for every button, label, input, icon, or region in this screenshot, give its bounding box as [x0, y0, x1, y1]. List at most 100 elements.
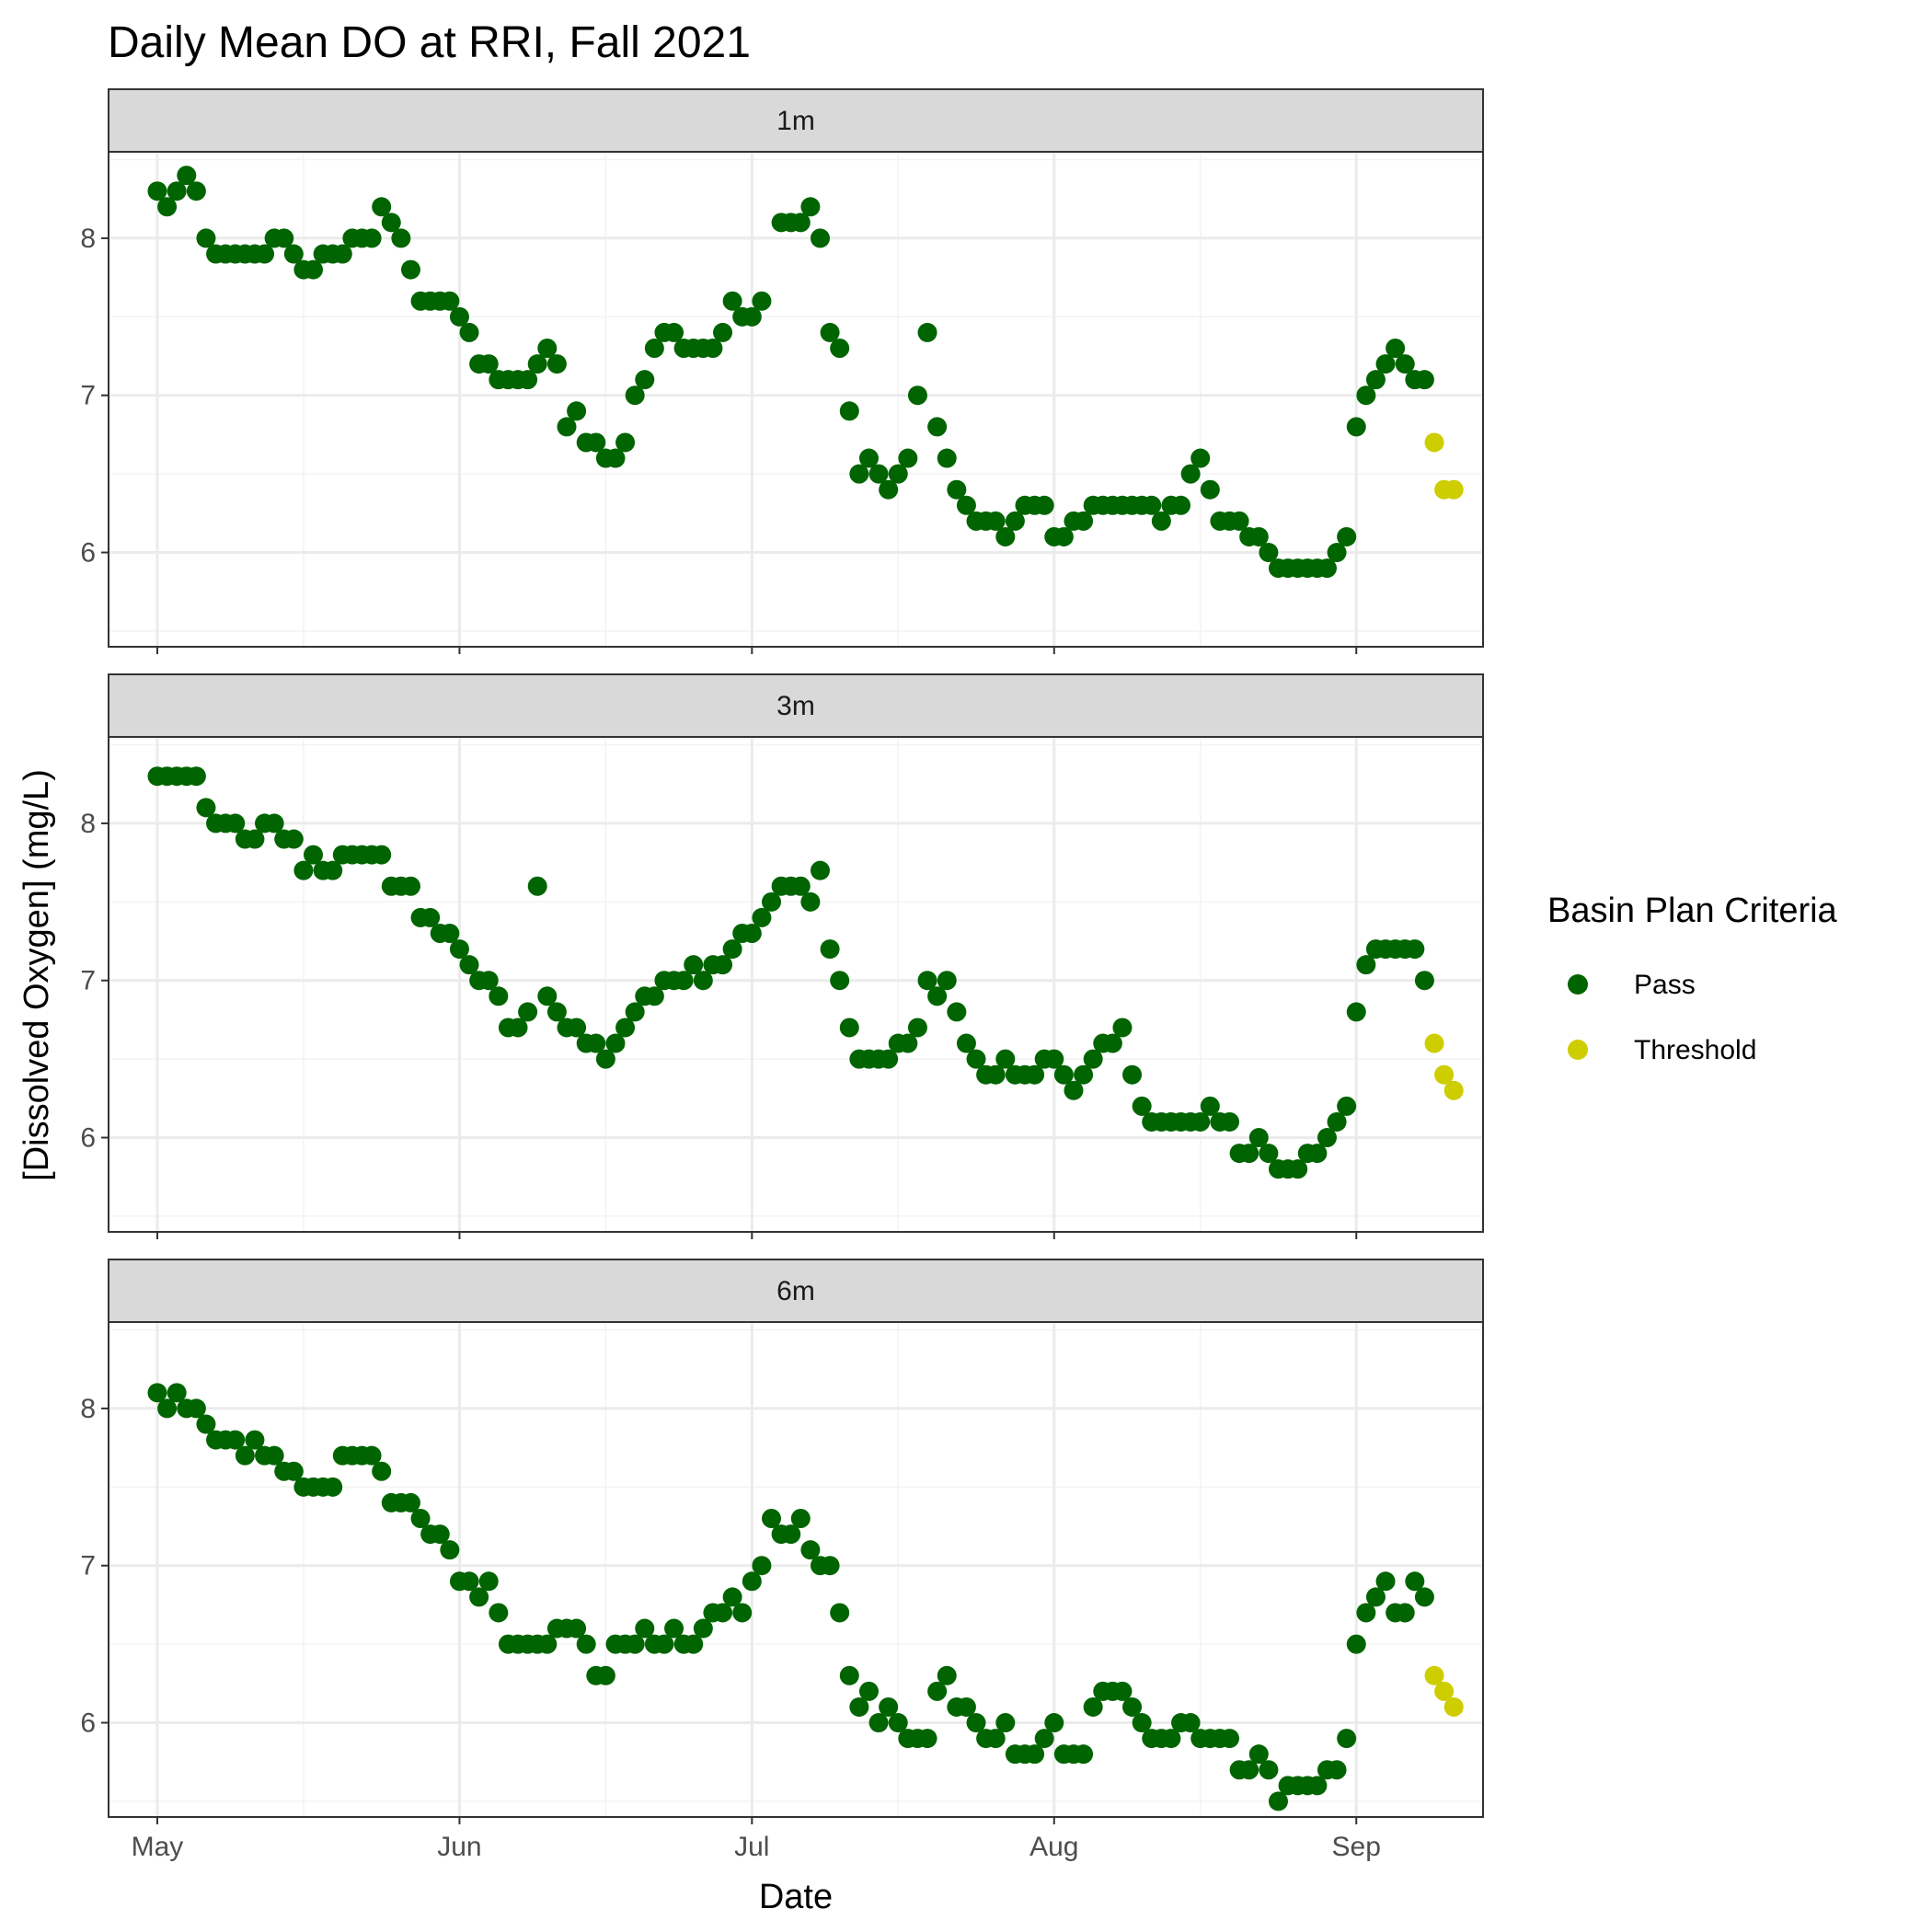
data-point-pass	[323, 860, 343, 880]
data-point-pass	[839, 1665, 859, 1685]
data-point-pass	[839, 1018, 859, 1038]
data-point-pass	[478, 354, 499, 374]
data-point-pass	[225, 813, 246, 834]
data-point-pass	[420, 907, 441, 927]
panel-border	[108, 1321, 1484, 1818]
data-point-pass	[917, 322, 937, 342]
data-point-pass	[635, 1618, 655, 1639]
data-point-pass	[907, 1018, 927, 1038]
data-point-pass	[907, 385, 927, 406]
data-point-pass	[625, 385, 645, 406]
data-point-pass	[1239, 1144, 1259, 1164]
data-point-pass	[762, 1508, 782, 1528]
data-point-pass	[1034, 1729, 1054, 1749]
data-point-pass	[245, 1430, 265, 1450]
data-point-pass	[800, 197, 821, 217]
data-point-pass	[557, 417, 577, 437]
data-point-pass	[1053, 1064, 1074, 1085]
data-point-pass	[1025, 1744, 1045, 1765]
data-point-pass	[225, 1430, 246, 1450]
facet-strip	[108, 1259, 1484, 1323]
y-tick-label: 7	[80, 1551, 96, 1581]
data-point-pass	[459, 955, 479, 975]
data-points	[147, 166, 1464, 579]
data-point-pass	[196, 1414, 216, 1434]
legend: Basin Plan Criteria Pass Threshold	[1547, 891, 1838, 1065]
data-point-pass	[518, 1002, 538, 1022]
data-point-pass	[1053, 526, 1074, 546]
data-point-pass	[1414, 370, 1434, 390]
data-point-pass	[917, 971, 937, 991]
data-point-pass	[1248, 1128, 1269, 1148]
data-point-pass	[167, 1383, 187, 1403]
data-point-pass	[625, 1002, 645, 1022]
data-point-pass	[1268, 1791, 1288, 1811]
data-point-pass	[1395, 354, 1415, 374]
data-point-threshold	[1434, 1681, 1455, 1701]
data-point-pass	[937, 448, 957, 468]
data-point-pass	[283, 829, 304, 849]
data-point-pass	[762, 891, 782, 912]
data-point-pass	[684, 1634, 704, 1654]
data-point-pass	[440, 923, 460, 943]
data-point-pass	[693, 971, 713, 991]
data-point-pass	[1307, 1776, 1328, 1796]
data-point-pass	[1405, 939, 1425, 960]
data-point-pass	[1327, 1111, 1347, 1132]
data-point-pass	[283, 244, 304, 264]
data-point-pass	[956, 1696, 976, 1717]
y-tick-label: 7	[80, 381, 96, 411]
data-point-pass	[489, 986, 509, 1006]
data-point-pass	[235, 1445, 255, 1466]
data-point-pass	[1190, 448, 1211, 468]
data-point-pass	[245, 829, 265, 849]
plot-background	[109, 1322, 1483, 1817]
data-point-threshold	[1424, 1033, 1444, 1053]
data-point-pass	[595, 1665, 615, 1685]
data-point-pass	[654, 1634, 674, 1654]
data-point-pass	[264, 813, 284, 834]
data-point-pass	[742, 1571, 762, 1592]
data-point-pass	[440, 1540, 460, 1560]
data-point-pass	[956, 1033, 976, 1053]
data-point-pass	[868, 1713, 889, 1733]
data-point-pass	[186, 1398, 206, 1419]
data-point-pass	[995, 1049, 1016, 1069]
data-point-pass	[947, 1002, 967, 1022]
data-point-pass	[752, 907, 772, 927]
data-point-pass	[449, 306, 469, 327]
data-point-pass	[888, 1713, 908, 1733]
data-point-threshold	[1443, 1696, 1464, 1717]
data-point-pass	[1317, 1128, 1337, 1148]
data-point-pass	[283, 1461, 304, 1481]
data-point-pass	[1317, 558, 1337, 579]
data-point-pass	[1083, 1696, 1103, 1717]
data-point-pass	[879, 1696, 899, 1717]
data-point-pass	[1229, 511, 1249, 531]
facet-panels: 1m 6 7 8 3m 6 7 8 6m 6 7 8	[80, 88, 1484, 1824]
data-point-pass	[323, 1477, 343, 1497]
data-point-pass	[947, 479, 967, 500]
data-point-pass	[576, 1634, 596, 1654]
data-point-pass	[635, 370, 655, 390]
legend-key-pass	[1568, 974, 1588, 995]
data-point-pass	[742, 923, 762, 943]
x-tick-label: May	[132, 1832, 184, 1862]
x-tick-label: Jul	[734, 1832, 769, 1862]
data-point-pass	[858, 1681, 879, 1701]
data-point-pass	[1142, 495, 1162, 515]
data-point-pass	[790, 1508, 811, 1528]
data-point-pass	[381, 213, 401, 233]
plot-background	[109, 152, 1483, 647]
data-point-pass	[673, 971, 694, 991]
data-point-pass	[527, 876, 547, 896]
data-point-pass	[1375, 354, 1396, 374]
data-point-pass	[1132, 1713, 1152, 1733]
data-point-pass	[1337, 526, 1357, 546]
data-point-pass	[1074, 1744, 1094, 1765]
legend-label-threshold: Threshold	[1634, 1035, 1756, 1065]
data-point-pass	[1259, 543, 1279, 563]
facet-panel-3m: 3m 6 7 8	[80, 673, 1484, 1239]
data-point-pass	[800, 1540, 821, 1560]
data-point-pass	[372, 197, 392, 217]
